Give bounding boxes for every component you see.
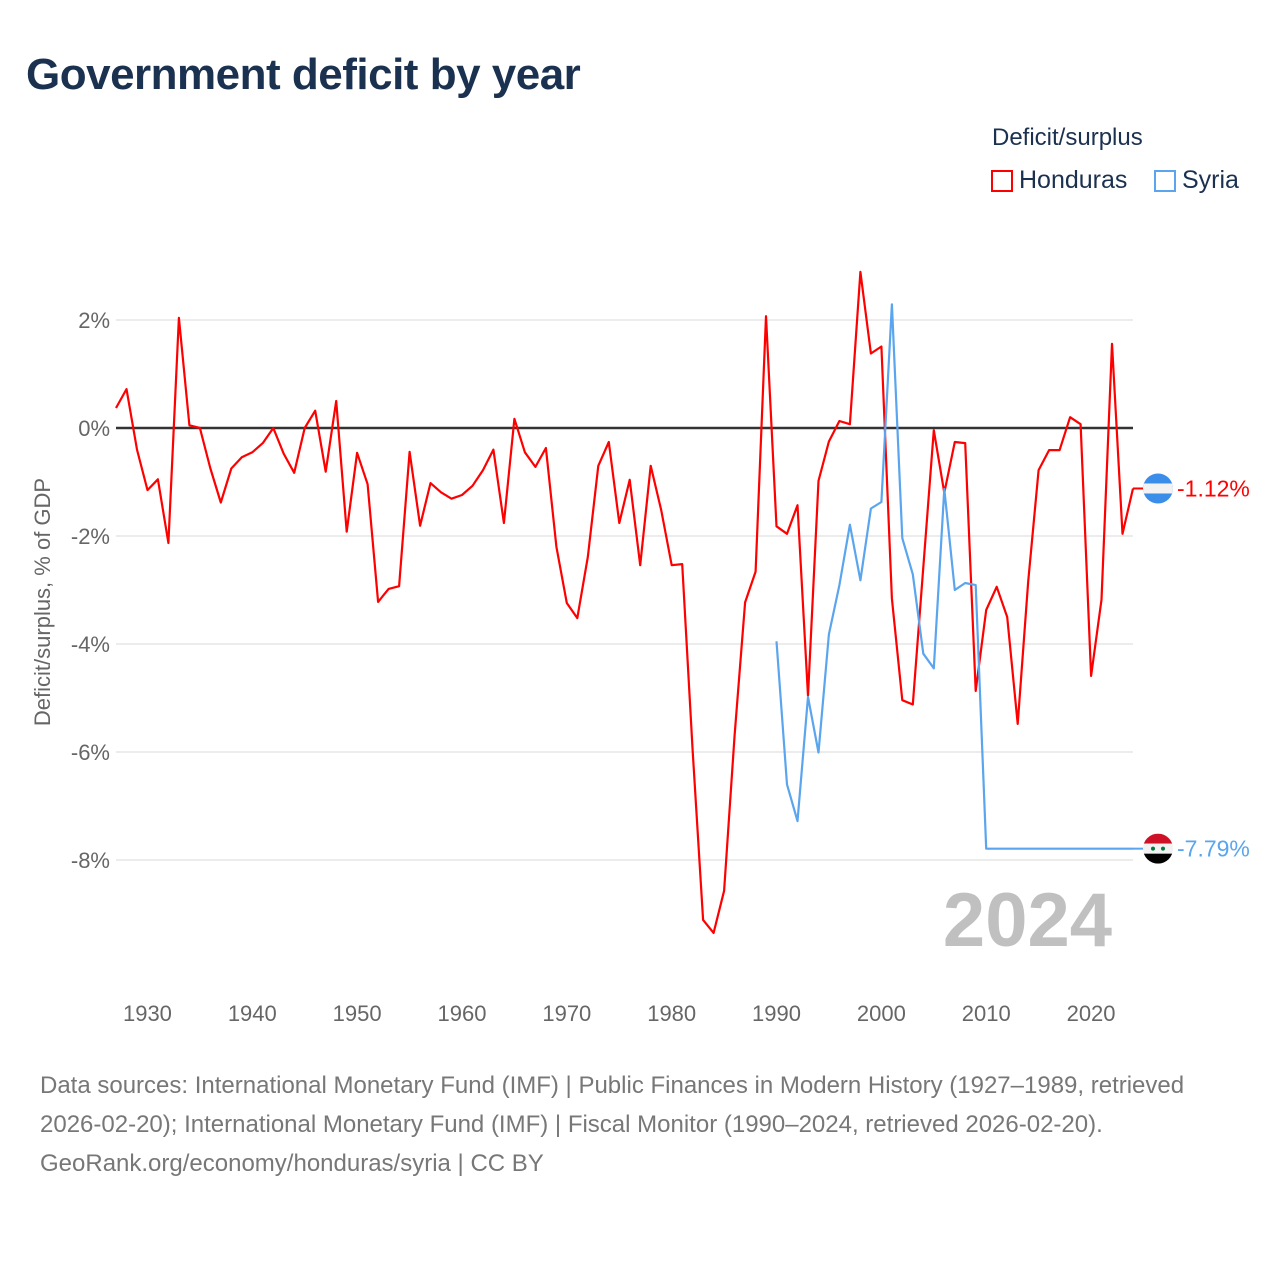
end-label-honduras: -1.12% — [1177, 475, 1250, 501]
x-tick-label: 1980 — [647, 1001, 696, 1026]
footer: Data sources: International Monetary Fun… — [40, 1066, 1240, 1183]
flag-star — [1151, 846, 1155, 851]
x-tick-label: 1970 — [542, 1001, 591, 1026]
y-tick-label: -2% — [71, 524, 110, 549]
flag-icon-syria — [1143, 833, 1173, 864]
flag-stripe — [1143, 853, 1173, 864]
series-line-syria — [775, 303, 1133, 850]
y-tick-label: 0% — [78, 416, 110, 441]
legend-label-syria: Syria — [1182, 166, 1239, 194]
legend-swatch-syria — [1154, 169, 1176, 192]
x-tick-label: 2020 — [1067, 1001, 1116, 1026]
data-sources: Data sources: International Monetary Fun… — [40, 1072, 1185, 1138]
flag-icon-honduras — [1143, 473, 1173, 504]
line-chart: 2% 0% -2% -4% -6% -8% 1930 1940 1950 1960 1970 198… — [30, 270, 1250, 1026]
x-tick-label: 1950 — [333, 1001, 382, 1026]
x-tick-label: 1930 — [123, 1001, 172, 1026]
y-tick-label: 2% — [78, 308, 110, 333]
y-tick-label: -4% — [71, 632, 110, 657]
chart-title: Government deficit by year — [26, 50, 581, 99]
legend-title: Deficit/surplus — [992, 124, 1143, 151]
year-watermark: 2024 — [943, 878, 1112, 963]
x-tick-label: 2010 — [962, 1001, 1011, 1026]
legend-item-honduras[interactable]: Honduras — [991, 166, 1127, 195]
x-tick-label: 1960 — [438, 1001, 487, 1026]
legend-label-honduras: Honduras — [1019, 166, 1128, 194]
credit-link[interactable]: GeoRank.org/economy/honduras/syria | CC … — [40, 1150, 544, 1177]
flag-body — [1143, 473, 1173, 504]
flag-star — [1161, 846, 1165, 851]
x-tick-label: 1940 — [228, 1001, 277, 1026]
legend-swatch-honduras — [991, 169, 1013, 192]
x-tick-label: 1990 — [752, 1001, 801, 1026]
flag-body — [1143, 833, 1173, 864]
y-tick-label: -6% — [71, 740, 110, 765]
flag-stripe — [1143, 833, 1173, 844]
x-tick-label: 2000 — [857, 1001, 906, 1026]
y-tick-label: -8% — [71, 848, 110, 873]
legend-item-syria[interactable]: Syria — [1154, 166, 1239, 195]
y-axis-label: Deficit/surplus, % of GDP — [30, 478, 55, 726]
series-line-honduras — [115, 270, 1135, 935]
flag-stripe — [1143, 843, 1173, 854]
end-label-syria: -7.79% — [1177, 836, 1250, 862]
flag-stripe — [1143, 483, 1173, 494]
